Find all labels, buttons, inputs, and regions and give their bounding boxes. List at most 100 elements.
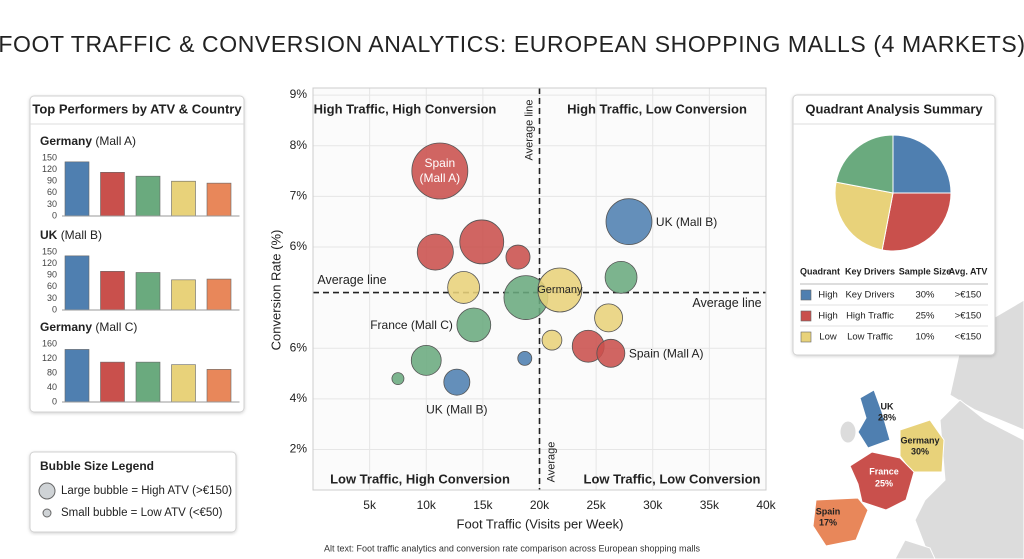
page-title: FOOT TRAFFIC & CONVERSION ANALYTICS: EUR… [0, 31, 1024, 57]
bar [100, 361, 125, 403]
quadrant-label: High Traffic, Low Conversion [567, 101, 747, 116]
y-tick-label: 4% [290, 391, 308, 405]
table-cell: High [818, 311, 838, 322]
y-tick-label: 120 [42, 164, 57, 174]
map-value: 30% [911, 446, 929, 456]
legend-large-bubble [38, 482, 56, 500]
panel-title: Top Performers by ATV & Country [32, 101, 242, 116]
y-tick-label: 8% [290, 138, 308, 152]
bar [171, 180, 196, 217]
bar-chart-title: Germany (Mall A) [40, 134, 136, 148]
map-name: France [869, 466, 899, 476]
panel-title: Quadrant Analysis Summary [805, 101, 983, 116]
bubble-label: UK (Mall B) [426, 402, 487, 416]
map-region [849, 451, 915, 511]
bar [135, 175, 161, 217]
table-header: Key Drivers [845, 266, 895, 276]
y-tick-label: 80 [47, 367, 57, 377]
legend-item: Large bubble = High ATV (>€150) [61, 485, 232, 497]
y-tick-label: 9% [290, 87, 308, 101]
y-tick-label: 90 [47, 176, 57, 186]
map-region [812, 497, 869, 547]
quadrant-label: Low Traffic, High Conversion [330, 471, 510, 486]
pie-slice [834, 181, 894, 251]
country: UK [40, 228, 58, 242]
y-tick-label: 150 [42, 246, 57, 256]
y-tick-label: 0 [52, 396, 57, 406]
table-header: Sample Size [899, 266, 952, 276]
bubble [594, 303, 623, 333]
table-header: Avg. ATV [949, 266, 988, 276]
x-tick-label: 10k [417, 498, 437, 512]
x-tick-label: 5k [363, 498, 377, 512]
bubble [456, 307, 492, 343]
x-tick-label: 15k [473, 498, 493, 512]
bubble [410, 344, 442, 376]
y-tick-label: 2% [290, 442, 308, 456]
map-value: 25% [875, 478, 893, 488]
bar [100, 271, 125, 311]
y-tick-label: 120 [42, 258, 57, 268]
map-region [899, 419, 945, 473]
bubble [447, 271, 480, 304]
bubble-label: Spain (Mall A) [420, 156, 461, 185]
bar [135, 361, 161, 403]
x-tick-label: 25k [586, 498, 606, 512]
table-cell: >€150 [955, 290, 982, 301]
y-tick-label: 40 [47, 382, 57, 392]
bar-chart-title: Germany (Mall C) [40, 320, 137, 334]
quadrant-label: High Traffic, High Conversion [314, 101, 497, 116]
pie-slice [892, 134, 952, 194]
y-tick-label: 6% [290, 239, 308, 253]
bubble-label: UK (Mall B) [656, 215, 717, 229]
average-label: Average line [317, 273, 386, 287]
bar-chart-title: UK (Mall B) [40, 228, 102, 242]
map-value: 28% [878, 412, 896, 422]
country: Germany [40, 320, 92, 334]
table-cell: 10% [915, 332, 935, 343]
average-label: Average [545, 442, 557, 483]
map-land [894, 539, 936, 559]
pie-slice [881, 192, 952, 252]
y-tick-label: 30 [47, 293, 57, 303]
table-cell: Key Drivers [845, 290, 894, 301]
bubble [459, 219, 505, 265]
x-axis-title: Foot Traffic (Visits per Week) [457, 516, 624, 531]
bar [171, 279, 196, 311]
y-tick-label: 150 [42, 152, 57, 162]
map-name: Germany [900, 435, 939, 445]
y-tick-label: 60 [47, 187, 57, 197]
bubble-legend [29, 451, 237, 533]
row-swatch [800, 310, 812, 322]
bubble [517, 350, 533, 366]
y-tick-label: 30 [47, 199, 57, 209]
bar [100, 172, 125, 217]
y-tick-label: 7% [290, 189, 308, 203]
x-tick-label: 40k [756, 498, 776, 512]
table-cell: >€150 [955, 311, 982, 322]
bubble [605, 198, 653, 246]
row-swatch [800, 289, 812, 301]
legend-small-bubble [42, 508, 52, 518]
bubble-label: Spain (Mall A) [629, 346, 704, 360]
alt-text: Alt text: Foot traffic analytics and con… [324, 543, 701, 553]
bubble [416, 233, 454, 271]
bar [206, 369, 232, 403]
bubble [411, 142, 469, 200]
y-tick-label: 0 [52, 210, 57, 220]
pie-slice [835, 134, 894, 194]
mall: (Mall B) [61, 228, 102, 242]
bubble [505, 244, 531, 270]
bar [64, 349, 90, 403]
country: Germany [40, 134, 92, 148]
bar [171, 364, 196, 403]
y-tick-label: 6% [290, 340, 308, 354]
y-tick-label: 160 [42, 338, 57, 348]
bubble [541, 329, 563, 351]
table-cell: 25% [915, 311, 935, 322]
bar [135, 272, 161, 311]
map-name: UK [881, 401, 894, 411]
plot-border [312, 87, 767, 491]
mall: (Mall C) [95, 320, 137, 334]
x-tick-label: 35k [700, 498, 720, 512]
